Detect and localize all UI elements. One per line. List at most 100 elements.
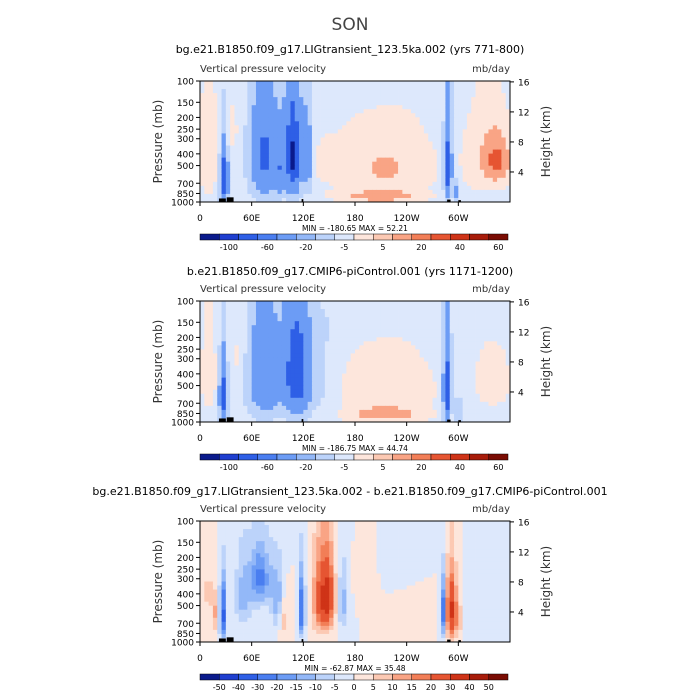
field-cell [475, 169, 481, 175]
field-cell [355, 157, 360, 163]
field-cell [398, 161, 403, 167]
field-cell [294, 181, 300, 187]
field-cell [212, 145, 218, 150]
field-cell [243, 525, 248, 530]
field-cell [238, 405, 244, 411]
field-cell [458, 161, 464, 167]
field-cell [337, 389, 343, 395]
field-cell [501, 305, 507, 310]
field-cell [359, 389, 365, 395]
field-cell [299, 401, 304, 407]
field-cell [333, 161, 339, 167]
field-cell [243, 353, 248, 358]
field-cell [372, 317, 377, 322]
field-cell [212, 133, 218, 138]
field-cell [458, 381, 464, 387]
field-cell [273, 181, 278, 187]
field-cell [389, 133, 395, 138]
field-cell [454, 537, 459, 542]
field-cell [497, 369, 502, 374]
field-cell [204, 353, 210, 358]
field-cell [471, 313, 476, 318]
field-cell [329, 397, 334, 403]
field-cell [346, 81, 352, 86]
field-cell [497, 365, 502, 370]
field-cell [303, 305, 309, 310]
field-cell [337, 109, 343, 114]
field-cell [454, 329, 459, 334]
field-cell [277, 329, 283, 334]
field-cell [449, 117, 455, 122]
field-cell [350, 369, 356, 374]
field-cell [333, 97, 339, 102]
field-cell [436, 357, 442, 362]
field-cell [428, 361, 433, 366]
field-cell [311, 413, 317, 419]
field-cell [423, 537, 429, 542]
field-cell [492, 393, 498, 399]
field-cell [398, 337, 403, 342]
field-cell [251, 137, 257, 142]
field-cell [286, 81, 291, 86]
field-cell [204, 173, 210, 179]
field-cell [303, 337, 309, 342]
field-cell [204, 325, 210, 330]
field-cell [497, 545, 502, 550]
field-cell [217, 321, 222, 326]
field-cell [238, 385, 244, 391]
field-cell [428, 317, 433, 322]
field-cell [393, 145, 399, 150]
right-tick-label: 12 [518, 328, 529, 338]
field-cell [204, 357, 210, 362]
field-cell [217, 365, 222, 370]
field-cell [466, 405, 472, 411]
field-cell [501, 165, 507, 171]
field-cell [324, 301, 330, 306]
field-cell [380, 313, 386, 318]
field-cell [475, 361, 481, 366]
field-cell [436, 385, 442, 391]
field-cell [355, 413, 360, 419]
field-cell [501, 157, 507, 163]
field-cell [333, 129, 339, 134]
field-cell [230, 165, 235, 171]
field-cell [277, 397, 283, 403]
field-cell [273, 109, 278, 114]
field-cell [217, 529, 222, 534]
field-cell [355, 337, 360, 342]
field-cell [273, 97, 278, 102]
field-cell [337, 173, 343, 179]
field-cell [441, 93, 446, 98]
field-cell [355, 373, 360, 379]
field-cell [471, 173, 476, 179]
field-cell [208, 101, 214, 106]
field-cell [471, 541, 476, 546]
field-cell [286, 125, 291, 130]
field-cell [462, 405, 468, 411]
field-cell [436, 369, 442, 374]
field-cell [329, 377, 334, 383]
field-cell [484, 85, 489, 90]
y-tick-label: 400 [177, 370, 194, 380]
field-cell [389, 373, 395, 379]
field-cell [350, 401, 356, 407]
field-cell [363, 533, 369, 538]
field-cell [497, 397, 502, 403]
field-cell [398, 181, 403, 187]
field-cell [346, 161, 352, 167]
field-cell [230, 81, 235, 86]
field-cell [329, 149, 334, 154]
field-cell [307, 337, 313, 342]
field-cell [359, 149, 365, 154]
field-cell [423, 109, 429, 114]
field-cell [432, 85, 438, 90]
field-cell [286, 353, 291, 358]
field-cell [372, 193, 377, 199]
field-cell [230, 105, 235, 110]
field-cell [385, 105, 390, 110]
field-cell [428, 193, 433, 199]
field-cell [471, 369, 476, 374]
field-cell [458, 129, 464, 134]
field-cell [445, 185, 451, 191]
field-cell [501, 185, 507, 191]
